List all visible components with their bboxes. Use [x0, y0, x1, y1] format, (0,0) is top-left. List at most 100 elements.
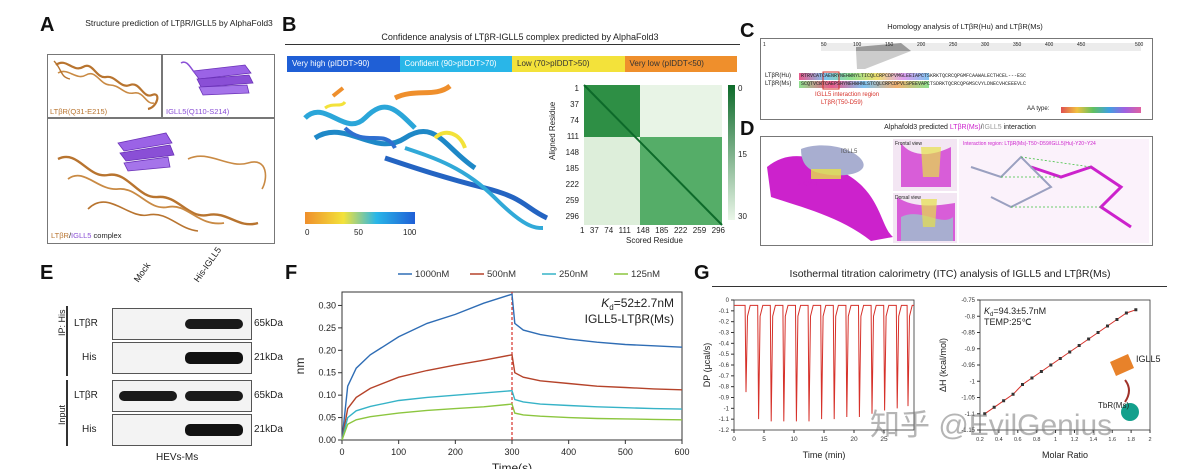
interaction-graphic	[767, 139, 1149, 243]
binding-kinetics-chart: 1000nM 500nM 250nM 125nM 0 100 200 300 400 500 600…	[293, 269, 690, 469]
data-point	[1115, 318, 1119, 321]
x-tick-label: 20	[850, 436, 858, 443]
y-tick-label: -0.95	[961, 363, 975, 369]
data-point	[1096, 331, 1100, 334]
y-tick-label: -1.1	[965, 412, 976, 418]
row-his-ip: His	[82, 352, 97, 363]
y-tick-label: -1	[970, 379, 976, 385]
region-sub: LTβR(T50-D59)	[821, 100, 863, 106]
ruler-tick: 500	[1135, 42, 1144, 48]
blot-ip-his	[112, 342, 252, 374]
pae-ytick: 185	[565, 164, 579, 173]
ruler-tick: 100	[853, 42, 862, 48]
series-line-125nM	[341, 403, 683, 441]
x-tick-label: 1.6	[1108, 437, 1116, 443]
interaction-region-text: Interaction region: LTβR(Ms)-T50~D59/IGL…	[963, 141, 1096, 147]
alignment-box: 1 50 100 150 200 250 300 350 400 450 500…	[760, 38, 1153, 120]
ltbr-label: LTβR(Q31-E215)	[50, 107, 108, 116]
row-ltbr-ip: LTβR	[74, 318, 98, 329]
band	[185, 424, 243, 436]
y-tick-label: -1.2	[719, 428, 730, 434]
y-tick-label: -0.9	[719, 396, 730, 402]
x-tick-label: 15	[820, 436, 828, 443]
row-his-input: His	[82, 424, 97, 435]
legend-label: 125nM	[631, 269, 660, 280]
panel-label-b: B	[282, 14, 297, 36]
sequence-hu: RTRVCATCAENRYNEHWNYLTICQLCRPCDPVMGLEEIAP…	[801, 73, 1027, 79]
pae-ytick: 296	[565, 212, 579, 221]
lane-mock: Mock	[131, 260, 153, 284]
ltbr-structure-box: LTβR(Q31-E215)	[47, 54, 162, 118]
x-tick-label: 600	[674, 447, 689, 457]
ruler-tick: 200	[917, 42, 926, 48]
complex-structure-box: LTβR/IGLL5 complex	[47, 118, 275, 244]
x-tick-label: 0	[339, 447, 344, 457]
x-tick-label: 5	[762, 436, 766, 443]
binding-arrow	[1124, 379, 1130, 403]
band-very-high: Very high (pIDDT>90)	[287, 56, 400, 72]
y-tick-label: -0.4	[719, 341, 730, 347]
pae-xtick: 259	[692, 226, 707, 235]
x-tick-label: 25	[880, 436, 888, 443]
d-title-prefix: Alphafold3 predicted	[884, 124, 950, 131]
panel-g-title: Isothermal titration calorimetry (ITC) a…	[789, 268, 1111, 280]
panel-g-rule	[712, 286, 1167, 287]
data-point	[1068, 350, 1072, 354]
complex-ribbon	[57, 132, 267, 232]
complex-igll5-text: IGLL5	[71, 231, 92, 240]
ruler-tick: 350	[1013, 42, 1022, 48]
pae-xtick: 1	[580, 226, 585, 235]
plddt-tick-100: 100	[403, 228, 417, 237]
panel-b-rule	[285, 44, 740, 45]
plddt-colorbar	[305, 212, 415, 224]
legend-label: 500nM	[487, 269, 516, 280]
data-point	[1087, 337, 1091, 341]
y-tick-label: 0.25	[318, 323, 336, 333]
data-point	[1030, 376, 1034, 380]
ruler-tick: 400	[1045, 42, 1054, 48]
x-tick-label: 1.4	[1090, 437, 1098, 443]
blot-input-ltbr	[112, 380, 252, 412]
pae-ytick: 1	[574, 84, 579, 93]
y-tick-label: -1.05	[961, 396, 975, 402]
panel-a-title: Structure prediction of LTβR/IGLL5 by Al…	[85, 18, 273, 28]
x-tick-label: 500	[618, 447, 633, 457]
pae-ytick: 74	[570, 116, 579, 125]
ruler-tick: 150	[885, 42, 894, 48]
x-tick-label: 2	[1148, 437, 1151, 443]
x-tick-label: 300	[504, 447, 519, 457]
panel-label-g: G	[694, 262, 710, 284]
y-tick-label: 0.10	[318, 390, 336, 400]
ruler-tick: 450	[1077, 42, 1086, 48]
y-tick-label: -1	[724, 406, 730, 412]
y-tick-label: 0	[726, 298, 730, 304]
pae-xtick: 296	[711, 226, 725, 235]
y-tick-label: -0.85	[961, 331, 975, 337]
data-point	[1021, 383, 1024, 386]
kd-annotation: Kd=94.3±5.7nM	[984, 306, 1046, 318]
ruler-tick: 300	[981, 42, 990, 48]
y-tick-label: -0.3	[719, 331, 730, 337]
pae-yticks: 1 37 74 111 148 185 222 259 296	[565, 84, 579, 229]
pae-xtick: 37	[589, 226, 599, 235]
pae-cbar-30: 30	[738, 212, 747, 221]
y-tick-label: -0.1	[719, 309, 730, 315]
watermark: 知乎 @EvilGenius	[870, 409, 1113, 442]
ruler-tick: 250	[949, 42, 958, 48]
plddt-band-bar: Very high (pIDDT>90) Confident (90>pIDDT…	[287, 56, 737, 72]
pae-cbar-15: 15	[738, 150, 747, 159]
igll5-shape	[1110, 354, 1134, 376]
pae-xtick: 111	[618, 226, 631, 235]
x-axis-label: Molar Ratio	[1042, 450, 1088, 460]
region-label: IGLL5 interaction region	[815, 92, 880, 98]
d-ltbr-label: LTβR(Ms)	[791, 181, 818, 187]
panel-label-d: D	[740, 118, 755, 140]
y-axis-label: nm	[293, 358, 307, 375]
x-axis-label: Time(s)	[492, 461, 532, 469]
igll5-ribbon	[180, 61, 254, 96]
panel-c-title: Homology analysis of LTβR(Hu) and LTβR(M…	[887, 22, 1043, 31]
y-tick-label: 0.30	[318, 300, 336, 310]
data-point	[983, 412, 987, 416]
legend-label: 250nM	[559, 269, 588, 280]
